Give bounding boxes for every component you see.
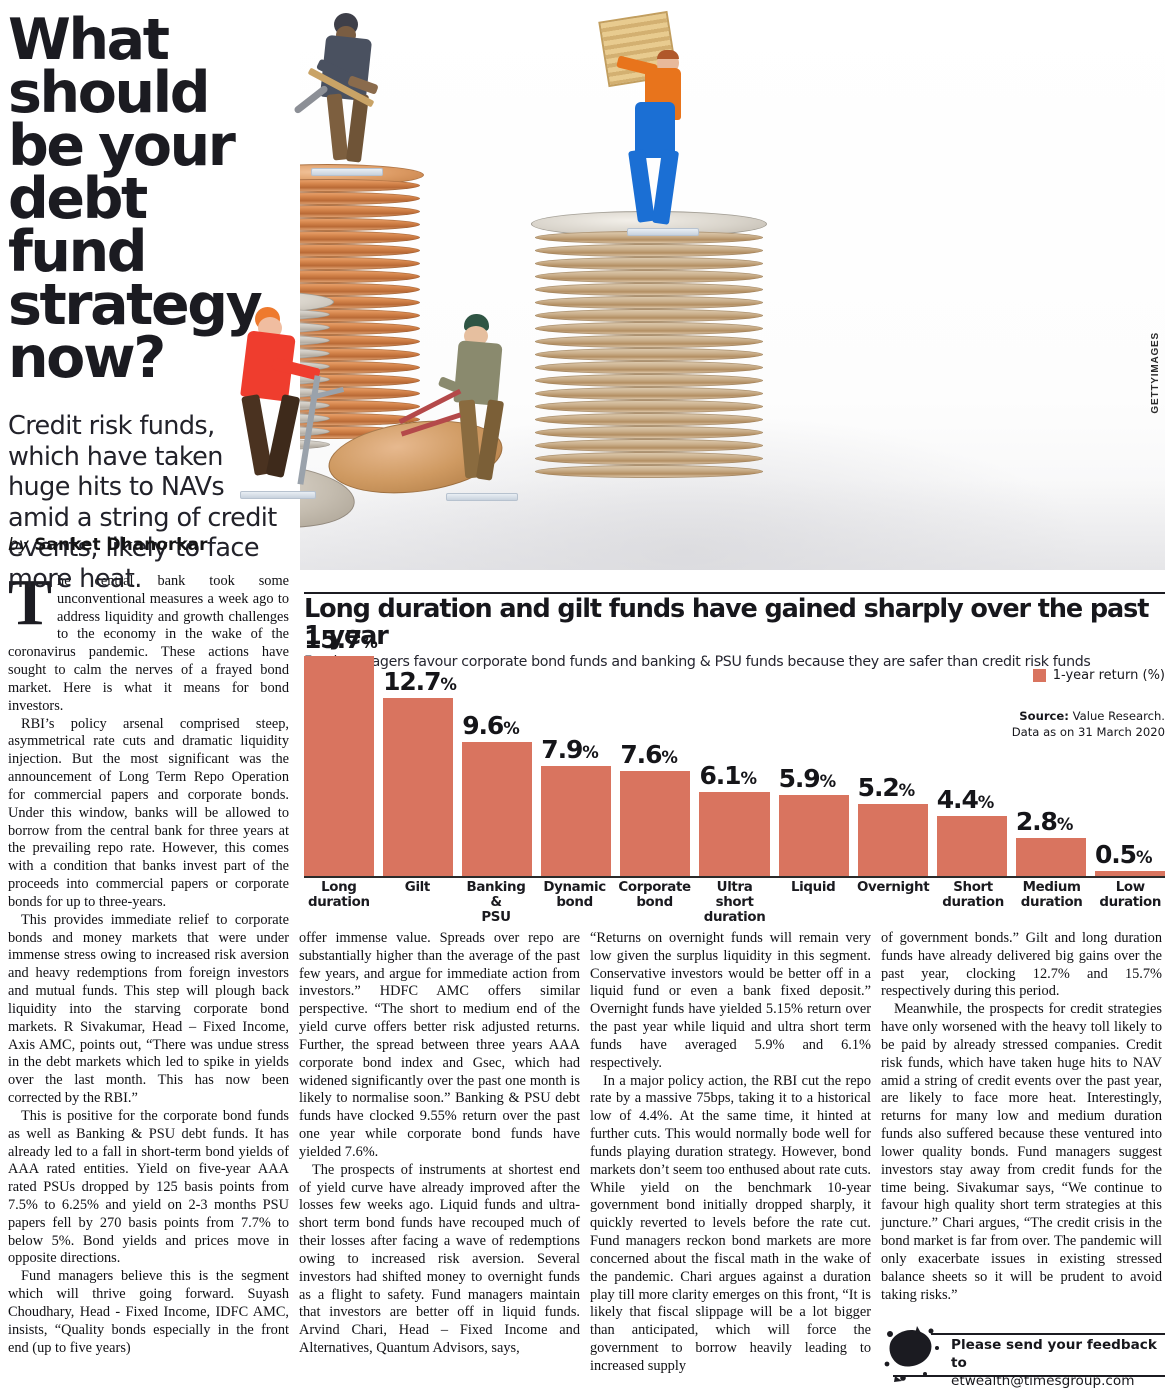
feedback-rule-bottom xyxy=(893,1375,1165,1377)
bar-group: 2.8% xyxy=(1015,656,1086,878)
bar xyxy=(620,771,691,878)
source-label: Source: xyxy=(1019,709,1069,723)
bar xyxy=(1015,838,1086,878)
bar-group: 15.7% xyxy=(304,625,378,878)
chart-legend: 1-year return (%) xyxy=(1032,668,1165,683)
body-paragraph: This provides immediate relief to corpor… xyxy=(8,911,289,1107)
bar xyxy=(857,804,928,878)
hero-photo: GETTYIMAGES xyxy=(205,0,1165,570)
bar-value-label: 0.5% xyxy=(1094,840,1153,869)
body-paragraph: “Returns on overnight funds will remain … xyxy=(590,930,871,1071)
feedback-text: Please send your feedback to etwealth@ti… xyxy=(951,1337,1165,1391)
bar-group: 5.2% xyxy=(857,656,928,878)
bar xyxy=(1094,871,1165,878)
bar-value-label: 5.9% xyxy=(778,764,837,793)
bar-group: 12.7% xyxy=(383,656,457,878)
bar-group: 7.6% xyxy=(620,656,691,878)
feedback-footer: Please send your feedback to etwealth@ti… xyxy=(873,1318,1165,1392)
bar xyxy=(778,795,849,878)
body-paragraph: This is positive for the corporate bond … xyxy=(8,1107,289,1267)
chart-panel: Long duration and gilt funds have gained… xyxy=(304,592,1165,931)
x-axis-label: Low duration xyxy=(1099,880,1162,910)
byline-prefix: by xyxy=(8,535,29,555)
headline-block: What should be your debt fund strategy n… xyxy=(0,0,300,594)
source-note: Data as on 31 March 2020 xyxy=(1011,725,1165,740)
feedback-line-1: Please send your feedback to xyxy=(951,1337,1157,1371)
bar xyxy=(462,742,533,878)
bar-value-label: 15.7% xyxy=(304,625,378,654)
chart-subtitle: Fund managers favour corporate bond fund… xyxy=(304,653,1091,670)
body-paragraph: offer immense value. Spreads over repo a… xyxy=(299,930,580,1160)
body-paragraph: The central bank took some unconventiona… xyxy=(8,566,289,714)
bar-value-label: 7.9% xyxy=(541,735,599,764)
byline-author: Sanket Dhanorkar xyxy=(34,535,208,555)
x-axis-label: Short duration xyxy=(942,880,1004,910)
figurine-carrier xyxy=(598,10,719,239)
legend-label: 1-year return (%) xyxy=(1052,668,1165,683)
chart-top-rule xyxy=(304,592,1165,594)
bar-series: 15.7% 12.7% 9.6% 7.9% 7.6% 6.1% 5.9% 5.2% 4.4% 2.… xyxy=(304,625,1165,878)
bar-group: 5.9% xyxy=(778,656,849,878)
body-paragraph: The prospects of instruments at shortest… xyxy=(299,1161,580,1357)
chart-title: Long duration and gilt funds have gained… xyxy=(304,594,1149,651)
chart-plot-area: 15.7% 12.7% 9.6% 7.9% 7.6% 6.1% 5.9% 5.2% 4.4% 2.… xyxy=(304,625,1165,878)
x-axis-labels: Long duration Gilt Banking & PSU Dynamic bond C… xyxy=(304,880,1165,925)
bar-value-label: 4.4% xyxy=(936,785,995,814)
text-column-3: “Returns on overnight funds will remain … xyxy=(590,930,871,1376)
page-title: What should be your debt fund strategy n… xyxy=(8,7,263,391)
legend-swatch-icon xyxy=(1032,669,1046,682)
source-value: Value Research. xyxy=(1068,709,1165,723)
x-axis-label: Banking & PSU xyxy=(466,880,526,925)
bar-group: 9.6% xyxy=(462,656,533,878)
bar-value-label: 12.7% xyxy=(383,667,457,696)
text-column-1: The central bank took some unconventiona… xyxy=(8,566,289,1373)
x-axis-line xyxy=(304,876,1165,878)
article-deck: Credit risk funds, which have taken huge… xyxy=(8,411,277,594)
bar xyxy=(541,766,612,878)
x-axis-label: Overnight xyxy=(856,880,930,895)
bar xyxy=(936,816,1007,878)
x-axis-label: Medium duration xyxy=(1020,880,1083,910)
chart-source: Source: Value Research. Data as on 31 Ma… xyxy=(1012,708,1165,741)
bar-group: 7.9% xyxy=(541,656,612,878)
body-paragraph: In a major policy action, the RBI cut th… xyxy=(590,1072,871,1374)
x-axis-label: Long duration xyxy=(307,880,370,910)
text-column-2: offer immense value. Spreads over repo a… xyxy=(299,930,580,1358)
figurine-cart-pusher xyxy=(398,310,535,505)
feedback-rule-top xyxy=(931,1333,1165,1335)
body-paragraph: RBI’s policy arsenal comprised steep, as… xyxy=(8,715,289,910)
x-axis-label: Dynamic bond xyxy=(543,880,606,910)
x-axis-label: Ultra short duration xyxy=(703,880,766,925)
bar-value-label: 2.8% xyxy=(1015,807,1074,836)
x-axis-label: Gilt xyxy=(404,880,431,895)
bar-value-label: 7.6% xyxy=(620,740,678,769)
x-axis-label: Corporate bond xyxy=(618,880,691,910)
body-paragraph: Meanwhile, the prospects for credit stra… xyxy=(881,1001,1162,1303)
bar-group: 4.4% xyxy=(936,656,1007,878)
bar-group: 0.5% xyxy=(1094,656,1165,878)
bar xyxy=(304,656,375,878)
bar-value-label: 9.6% xyxy=(462,711,520,740)
bar-value-label: 5.2% xyxy=(857,773,916,802)
ink-blot-icon xyxy=(884,1326,939,1382)
byline: by Sanket Dhanorkar xyxy=(8,535,208,555)
feedback-line-2: etwealth@timesgroup.com xyxy=(951,1372,1135,1389)
photo-credit: GETTYIMAGES xyxy=(1150,332,1161,414)
bar-group: 6.1% xyxy=(699,656,770,878)
body-paragraph: of government bonds.” Gilt and long dura… xyxy=(881,930,1162,1000)
article-body: The central bank took some unconventiona… xyxy=(8,566,1165,1393)
bar xyxy=(383,698,454,878)
figurine-trolley-pusher xyxy=(222,305,345,505)
figurine-miner xyxy=(293,10,403,180)
text-column-4: of government bonds.” Gilt and long dura… xyxy=(881,930,1162,1304)
x-axis-label: Liquid xyxy=(790,880,836,895)
bar xyxy=(699,792,770,878)
bar-value-label: 6.1% xyxy=(699,761,758,790)
body-paragraph: Fund managers believe this is the segmen… xyxy=(8,1268,289,1356)
coin-stack-mixed xyxy=(531,211,767,522)
